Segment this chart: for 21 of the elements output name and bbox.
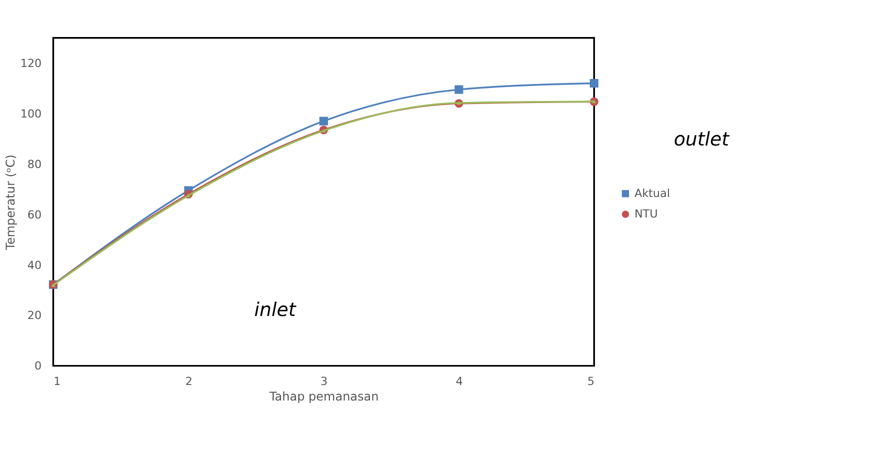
y-axis-title: Temperatur (ᵒC)	[3, 154, 18, 251]
x-tick-label: 2	[185, 375, 192, 388]
legend-label: Aktual	[634, 187, 670, 200]
y-tick-label: 20	[27, 309, 42, 322]
point	[454, 85, 464, 94]
annotation: inlet	[254, 299, 296, 322]
y-tick-label: 40	[27, 258, 42, 272]
y-tick-label: 60	[27, 208, 42, 222]
x-tick-label: 3	[320, 375, 328, 388]
y-tick-label: 120	[20, 56, 42, 70]
x-axis-title: Tahap pemanasan	[268, 390, 379, 404]
x-tick-label: 1	[54, 375, 61, 388]
legend-label: NTU	[634, 208, 658, 221]
y-tick-label: 80	[27, 158, 42, 171]
point	[590, 78, 598, 88]
y-tick-label: 100	[20, 107, 42, 120]
point	[319, 116, 328, 126]
x-tick-label: 5	[587, 375, 595, 388]
text: outlet	[674, 128, 730, 151]
x-tick-label: 4	[456, 375, 463, 388]
y-tick-label: 0	[34, 360, 42, 373]
